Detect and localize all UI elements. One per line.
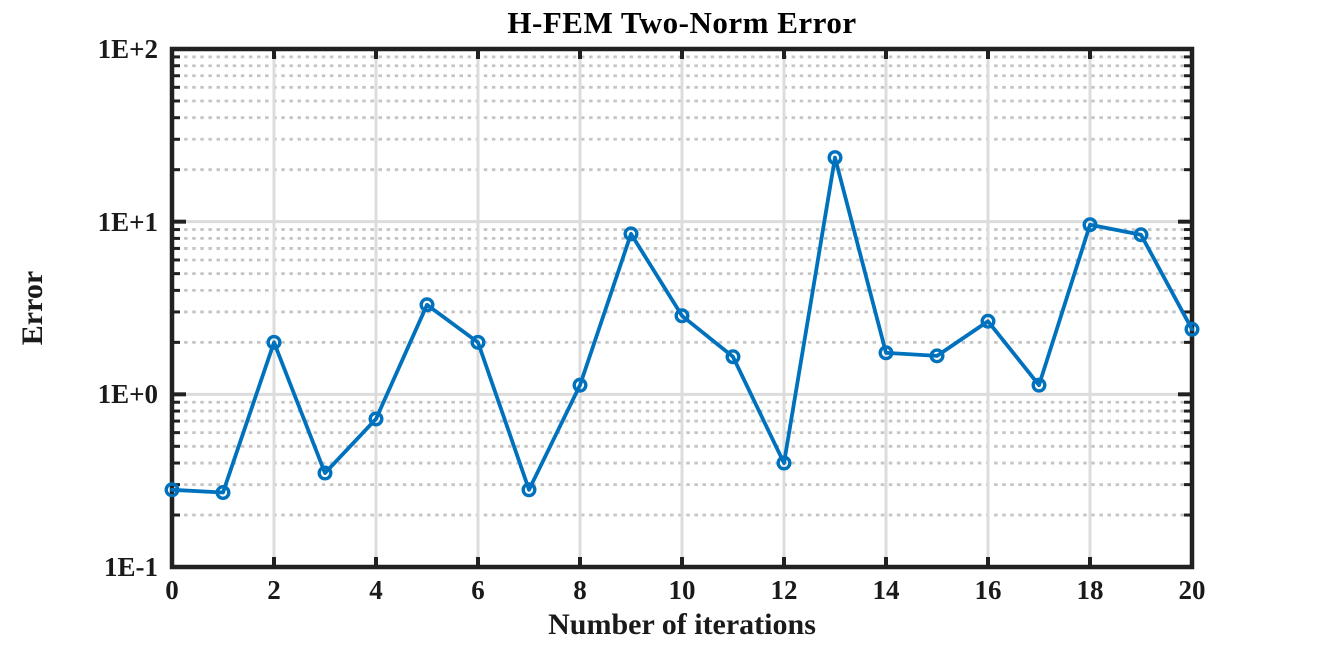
y-axis-label: Error <box>16 270 49 346</box>
x-axis-label: Number of iterations <box>548 608 816 641</box>
data-point-marker <box>1184 321 1200 337</box>
data-point-marker <box>623 226 639 242</box>
data-point-marker <box>419 297 435 313</box>
x-tick-label: 18 <box>1076 575 1104 605</box>
data-point-marker <box>470 334 486 350</box>
data-point-marker <box>521 482 537 498</box>
x-tick-label: 6 <box>471 575 485 605</box>
data-point-marker <box>674 308 690 324</box>
data-point-marker <box>317 465 333 481</box>
x-tick-label: 2 <box>267 575 281 605</box>
data-point-marker <box>725 349 741 365</box>
data-point-marker <box>980 313 996 329</box>
x-tick-label: 0 <box>165 575 179 605</box>
x-tick-label: 8 <box>573 575 587 605</box>
y-tick-label: 1E+1 <box>97 206 158 237</box>
data-point-marker <box>878 345 894 361</box>
x-tick-label: 4 <box>369 575 383 605</box>
data-point-marker <box>776 455 792 471</box>
data-point-marker <box>368 411 384 427</box>
x-tick-label: 12 <box>770 575 798 605</box>
x-tick-label: 20 <box>1178 575 1206 605</box>
data-point-marker <box>1082 217 1098 233</box>
plot-border <box>169 46 1195 570</box>
data-point-marker <box>266 334 282 350</box>
x-tick-label: 14 <box>872 575 900 605</box>
data-point-marker <box>215 485 231 501</box>
data-point-marker <box>164 482 180 498</box>
chart-title: H-FEM Two-Norm Error <box>507 5 857 40</box>
data-point-marker <box>827 150 843 166</box>
data-point-marker <box>572 377 588 393</box>
data-point-marker <box>929 348 945 364</box>
x-tick-label: 10 <box>668 575 696 605</box>
y-tick-label: 1E+0 <box>97 379 158 410</box>
x-tick-label: 16 <box>974 575 1002 605</box>
data-point-marker <box>1133 227 1149 243</box>
y-tick-label: 1E-1 <box>104 552 158 582</box>
data-line <box>170 155 1194 495</box>
data-point-marker <box>1031 377 1047 393</box>
y-tick-label: 1E+2 <box>97 34 158 64</box>
